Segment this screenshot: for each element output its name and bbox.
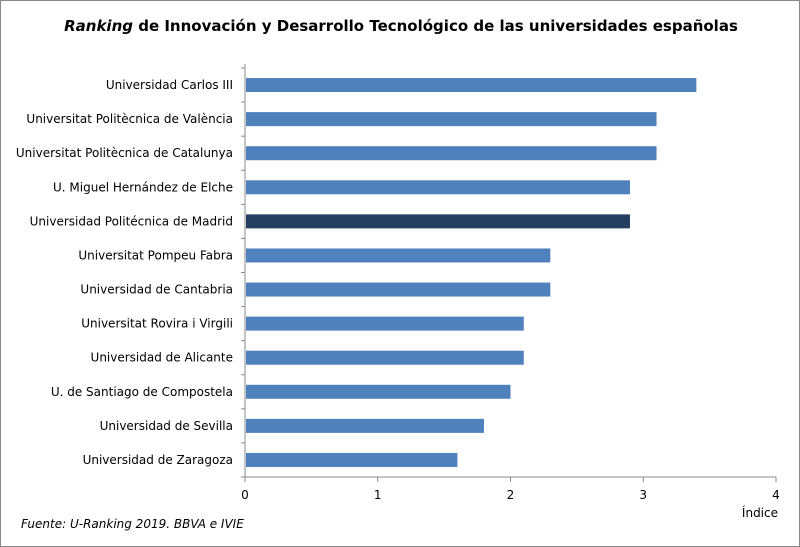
x-tick-label: 1 [374, 488, 382, 502]
bar [246, 384, 511, 399]
chart-title-italic: Ranking [64, 17, 133, 35]
category-label: U. de Santiago de Compostela [51, 385, 233, 399]
category-label: Universidad de Sevilla [100, 419, 233, 433]
bar [246, 180, 630, 195]
bar [246, 78, 697, 93]
bar [246, 248, 551, 263]
bar [246, 282, 551, 297]
bar [246, 214, 630, 229]
x-axis-label: Índice [742, 505, 778, 520]
x-tick-label: 2 [507, 488, 515, 502]
x-tick-label: 3 [639, 488, 647, 502]
category-label: Universitat Rovira i Virgili [81, 317, 233, 331]
category-label: Universidad de Alicante [91, 351, 233, 365]
x-tick-label: 4 [772, 488, 780, 502]
category-label: Universitat Pompeu Fabra [78, 248, 233, 262]
category-label: Universidad de Cantabria [80, 283, 233, 297]
chart-title-rest: de Innovación y Desarrollo Tecnológico d… [133, 17, 738, 35]
bar [246, 316, 524, 331]
category-label: Universidad Carlos III [106, 78, 233, 92]
chart-title: Ranking de Innovación y Desarrollo Tecno… [1, 17, 799, 35]
bar [246, 350, 524, 365]
bar [246, 452, 458, 467]
bar [246, 146, 657, 161]
source-note: Fuente: U-Ranking 2019. BBVA e IVIE [21, 517, 244, 531]
category-label: Universidad Politécnica de Madrid [30, 214, 233, 228]
category-label: Universidad de Zaragoza [83, 453, 233, 467]
category-label: Universitat Politècnica de València [26, 112, 233, 126]
category-label: U. Miguel Hernández de Elche [53, 180, 233, 194]
x-tick-label: 0 [241, 488, 249, 502]
bar [246, 418, 484, 433]
bar [246, 112, 657, 127]
category-label: Universitat Politècnica de Catalunya [16, 146, 233, 160]
